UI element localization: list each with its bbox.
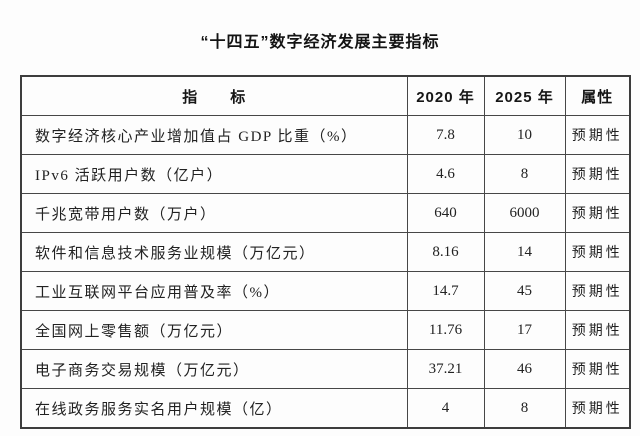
table-row: 千兆宽带用户数（万户） 640 6000 预期性 <box>20 193 631 233</box>
page-title: “十四五”数字经济发展主要指标 <box>200 34 440 51</box>
indicator-table: 指 标 2020 年 2025 年 属性 数字经济核心产业增加值占 GDP 比重… <box>20 75 631 429</box>
cell-attr: 预期性 <box>564 193 631 233</box>
table-row: 全国网上零售额（万亿元） 11.76 17 预期性 <box>20 310 631 350</box>
table-row: IPv6 活跃用户数（亿户） 4.6 8 预期性 <box>20 154 631 194</box>
header-2020: 2020 年 <box>406 75 485 116</box>
cell-indicator: 数字经济核心产业增加值占 GDP 比重（%） <box>20 115 408 155</box>
table-row: 工业互联网平台应用普及率（%） 14.7 45 预期性 <box>20 271 631 311</box>
cell-2020: 37.21 <box>406 349 485 389</box>
cell-2025: 14 <box>483 232 566 272</box>
cell-attr: 预期性 <box>564 271 631 311</box>
cell-indicator: 千兆宽带用户数（万户） <box>20 193 408 233</box>
cell-2020: 8.16 <box>406 232 485 272</box>
cell-indicator: IPv6 活跃用户数（亿户） <box>20 154 408 194</box>
header-attr: 属性 <box>564 75 631 116</box>
table-row: 数字经济核心产业增加值占 GDP 比重（%） 7.8 10 预期性 <box>20 115 631 155</box>
cell-2020: 11.76 <box>406 310 485 350</box>
cell-attr: 预期性 <box>564 154 631 194</box>
cell-2025: 46 <box>483 349 566 389</box>
cell-indicator: 全国网上零售额（万亿元） <box>20 310 408 350</box>
cell-2020: 640 <box>406 193 485 233</box>
cell-2025: 8 <box>483 388 566 429</box>
cell-2025: 17 <box>483 310 566 350</box>
cell-2020: 4.6 <box>406 154 485 194</box>
cell-attr: 预期性 <box>564 388 631 429</box>
cell-indicator: 电子商务交易规模（万亿元） <box>20 349 408 389</box>
cell-2020: 4 <box>406 388 485 429</box>
table-header-row: 指 标 2020 年 2025 年 属性 <box>20 75 631 116</box>
header-2025: 2025 年 <box>483 75 566 116</box>
cell-attr: 预期性 <box>564 232 631 272</box>
cell-indicator: 软件和信息技术服务业规模（万亿元） <box>20 232 408 272</box>
cell-2025: 8 <box>483 154 566 194</box>
header-indicator: 指 标 <box>20 75 408 116</box>
cell-2025: 45 <box>483 271 566 311</box>
cell-attr: 预期性 <box>564 115 631 155</box>
cell-indicator: 在线政务服务实名用户规模（亿） <box>20 388 408 429</box>
cell-indicator: 工业互联网平台应用普及率（%） <box>20 271 408 311</box>
table-row: 软件和信息技术服务业规模（万亿元） 8.16 14 预期性 <box>20 232 631 272</box>
table-row: 在线政务服务实名用户规模（亿） 4 8 预期性 <box>20 388 631 429</box>
cell-2025: 10 <box>483 115 566 155</box>
cell-attr: 预期性 <box>564 349 631 389</box>
cell-2020: 7.8 <box>406 115 485 155</box>
cell-2025: 6000 <box>483 193 566 233</box>
table-row: 电子商务交易规模（万亿元） 37.21 46 预期性 <box>20 349 631 389</box>
cell-2020: 14.7 <box>406 271 485 311</box>
cell-attr: 预期性 <box>564 310 631 350</box>
